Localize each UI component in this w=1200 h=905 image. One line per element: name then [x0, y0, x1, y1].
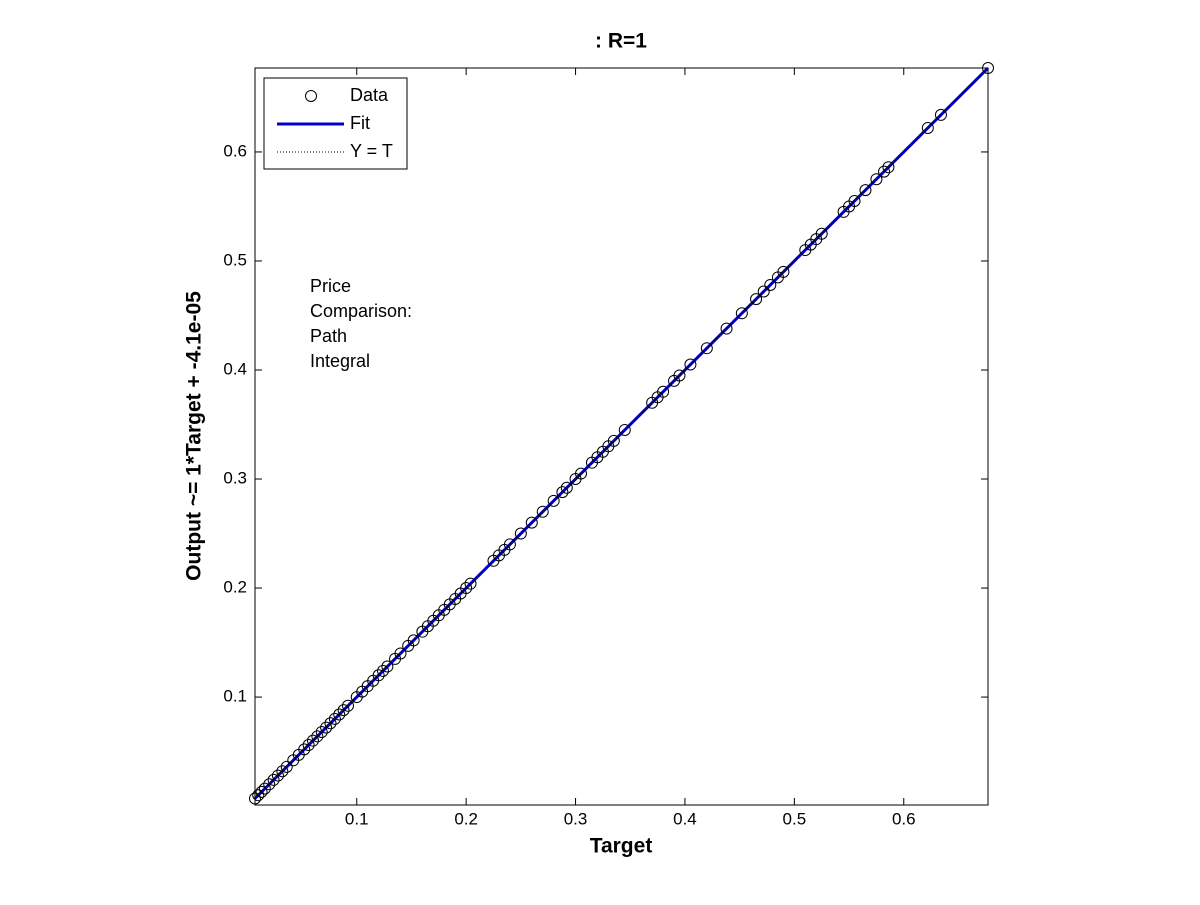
data-point	[271, 769, 284, 782]
data-point	[878, 165, 891, 178]
data-point	[255, 785, 268, 798]
data-point	[280, 760, 293, 773]
x-tick-label: 0.3	[564, 809, 588, 828]
data-point	[249, 792, 261, 805]
data-point	[934, 108, 947, 121]
data-point	[302, 739, 315, 752]
data-point	[848, 195, 861, 208]
data-point	[503, 538, 516, 551]
data-point	[328, 712, 341, 725]
data-point	[311, 730, 324, 743]
data-point	[735, 307, 748, 320]
data-point	[536, 505, 549, 518]
annotation: Price	[310, 276, 351, 296]
data-point	[750, 293, 763, 306]
x-tick-label: 0.5	[783, 809, 807, 828]
data-point	[607, 434, 620, 447]
data-point	[777, 265, 790, 278]
chart-title: : R=1	[595, 30, 647, 53]
data-point	[618, 423, 631, 436]
data-point	[882, 161, 895, 174]
data-point	[560, 481, 573, 494]
y-axis-label: Output ~= 1*Target + -4.1e-05	[183, 291, 206, 581]
data-point	[306, 734, 319, 747]
annotation: Integral	[310, 351, 370, 371]
legend-label: Data	[350, 85, 389, 105]
data-point	[575, 467, 588, 480]
data-point	[252, 789, 265, 802]
y-tick-label: 0.6	[223, 141, 247, 160]
data-point	[315, 725, 328, 738]
data-point	[377, 664, 390, 677]
y-tick-label: 0.5	[223, 250, 247, 269]
data-point	[720, 322, 733, 335]
data-point	[547, 494, 560, 507]
data-point	[684, 358, 697, 371]
x-axis-label: Target	[590, 835, 653, 858]
legend-marker	[305, 90, 317, 102]
y-tick-label: 0.1	[223, 687, 247, 706]
data-point	[657, 385, 670, 398]
data-point	[921, 121, 934, 134]
data-point	[764, 278, 777, 291]
data-point	[337, 704, 350, 717]
data-point	[870, 173, 883, 186]
data-point	[263, 778, 276, 791]
data-point	[324, 717, 337, 730]
data-point	[267, 773, 280, 786]
data-point	[514, 527, 527, 540]
x-tick-label: 0.6	[892, 809, 916, 828]
data-point	[460, 582, 473, 595]
data-point	[525, 516, 538, 529]
y-tick-label: 0.2	[223, 578, 247, 597]
data-point	[859, 184, 872, 197]
legend-label: Fit	[350, 113, 370, 133]
data-point	[394, 647, 407, 660]
data-point	[333, 708, 346, 721]
data-point	[673, 369, 686, 382]
data-point	[341, 699, 354, 712]
data-point	[556, 486, 569, 499]
data-point	[464, 577, 477, 590]
data-point	[407, 634, 420, 647]
data-point	[381, 660, 394, 673]
y-tick-label: 0.3	[223, 469, 247, 488]
data-point	[298, 743, 311, 756]
data-point	[700, 342, 713, 355]
x-tick-label: 0.4	[673, 809, 697, 828]
data-point	[982, 62, 994, 74]
data-point	[815, 227, 828, 240]
legend: Data Fit Y = T	[263, 77, 408, 170]
x-tick-label: 0.1	[345, 809, 369, 828]
x-tick-label: 0.2	[454, 809, 478, 828]
annotation: Comparison:	[310, 301, 412, 321]
data-point	[372, 669, 385, 682]
legend-label: Y = T	[350, 141, 393, 161]
data-point	[320, 721, 333, 734]
annotation: Path	[310, 326, 347, 346]
data-point	[258, 782, 271, 795]
y-tick-label: 0.4	[223, 359, 247, 378]
data-point	[276, 765, 289, 778]
data-point	[757, 285, 770, 298]
